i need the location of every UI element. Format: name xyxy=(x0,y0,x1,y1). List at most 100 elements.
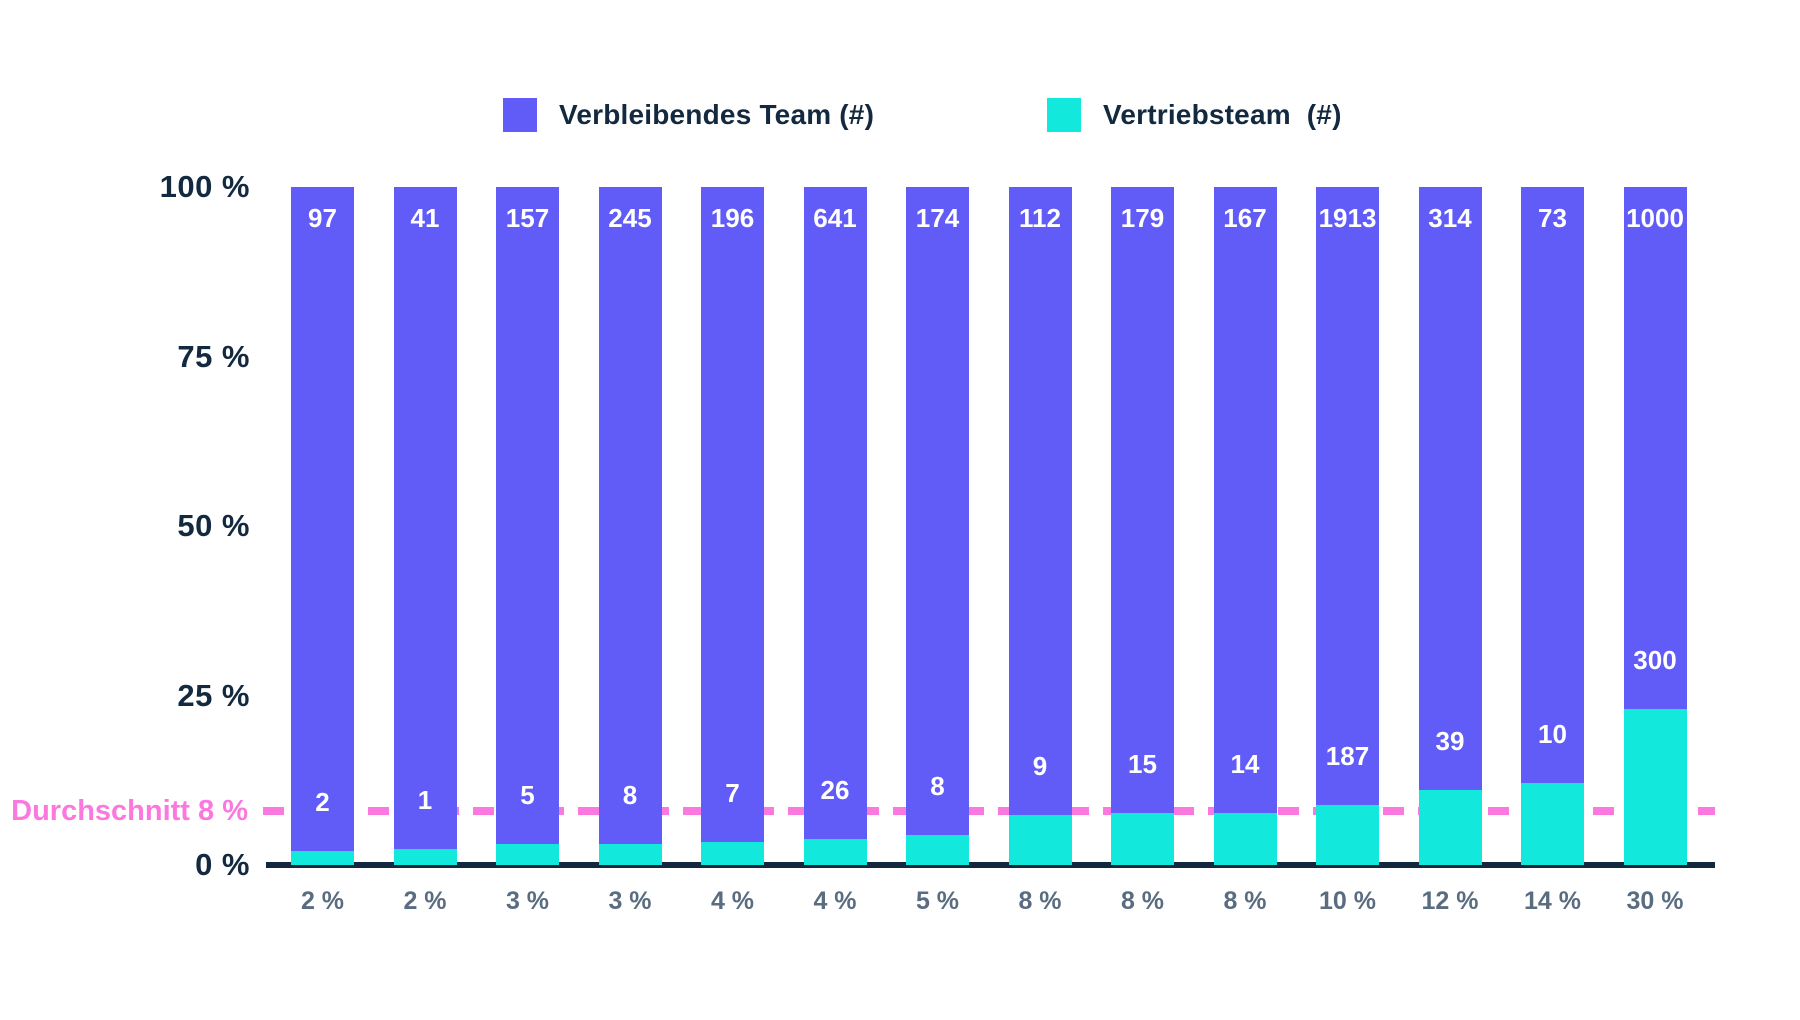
bar-value-remaining-team: 245 xyxy=(608,203,652,233)
bar-value-sales-team: 187 xyxy=(1325,740,1370,771)
bar-value-sales-team: 5 xyxy=(520,780,535,811)
x-tick-label: 14 % xyxy=(1524,887,1581,915)
bar-value-remaining-team: 157 xyxy=(505,203,550,233)
bar-12: 314 39 12 % xyxy=(1418,187,1482,915)
bar-segment-sales-team xyxy=(1111,812,1174,865)
bar-segment-sales-team xyxy=(1008,814,1072,865)
bar-10: 167 14 8 % xyxy=(1213,187,1277,915)
bar-segment-sales-team xyxy=(393,848,457,865)
bar-value-sales-team: 8 xyxy=(930,771,945,802)
x-tick-label: 2 % xyxy=(403,887,447,915)
bar-value-remaining-team: 112 xyxy=(1019,203,1061,233)
bar-value-sales-team: 7 xyxy=(725,777,740,808)
bar-14: 1000 300 30 % xyxy=(1623,187,1687,915)
x-tick-label: 8 % xyxy=(1018,887,1062,915)
legend-swatch-sales-team xyxy=(1047,98,1081,132)
bar-segment-remaining-team xyxy=(598,187,662,844)
x-tick-label: 3 % xyxy=(505,887,550,915)
legend-label-remaining-team: Verbleibendes Team (#) xyxy=(559,99,875,130)
bar-4: 245 8 3 % xyxy=(598,187,662,915)
x-tick-label: 4 % xyxy=(710,887,755,915)
x-tick-label: 12 % xyxy=(1421,887,1479,915)
bar-value-remaining-team: 179 xyxy=(1120,203,1165,233)
bar-value-sales-team: 39 xyxy=(1435,726,1465,757)
bar-value-sales-team: 2 xyxy=(315,787,330,818)
bar-value-sales-team: 9 xyxy=(1032,750,1048,781)
legend-item-sales-team[interactable]: Vertriebsteam (#) xyxy=(1047,98,1342,132)
bar-value-remaining-team: 314 xyxy=(1428,203,1472,233)
bar-value-remaining-team: 167 xyxy=(1223,203,1267,233)
bar-segment-sales-team xyxy=(1316,804,1379,865)
bar-value-remaining-team: 41 xyxy=(410,203,440,233)
bar-value-remaining-team: 1000 xyxy=(1626,203,1684,233)
bar-value-sales-team: 300 xyxy=(1633,644,1677,675)
legend-item-remaining-team[interactable]: Verbleibendes Team (#) xyxy=(503,98,874,132)
x-tick-label: 10 % xyxy=(1319,887,1376,915)
bar-value-remaining-team: 73 xyxy=(1538,203,1567,233)
bar-segment-remaining-team xyxy=(1521,187,1584,784)
bar-value-remaining-team: 97 xyxy=(308,203,337,233)
x-tick-label: 30 % xyxy=(1626,887,1684,915)
x-tick-label: 4 % xyxy=(813,887,857,915)
bar-13: 73 10 14 % xyxy=(1521,187,1584,915)
bar-1: 97 2 2 % xyxy=(291,187,354,915)
bar-segment-sales-team xyxy=(906,835,969,865)
bar-8: 112 9 8 % xyxy=(1008,187,1072,915)
bar-segment-remaining-team xyxy=(1213,187,1277,813)
bar-segment-sales-team xyxy=(291,851,354,865)
bar-value-sales-team: 14 xyxy=(1230,748,1260,779)
bar-value-remaining-team: 641 xyxy=(813,203,857,233)
legend-label-sales-team: Vertriebsteam (#) xyxy=(1103,99,1342,130)
plot-area: 97 2 2 % 41 1 2 % 157 5 3 % 245 8 3 % 196 7 4 % 641 26 4 … xyxy=(263,187,1715,915)
y-tick-label-75: 75 % xyxy=(177,338,250,374)
bar-value-sales-team: 8 xyxy=(622,779,638,810)
bar-segment-remaining-team xyxy=(1316,187,1379,805)
bar-value-sales-team: 10 xyxy=(1538,719,1567,750)
bar-segment-sales-team xyxy=(1213,812,1277,865)
bar-value-sales-team: 15 xyxy=(1128,748,1157,779)
bar-segment-sales-team xyxy=(1521,783,1584,865)
bar-segment-sales-team xyxy=(496,844,559,865)
average-line-label: Durchschnitt 8 % xyxy=(11,794,248,827)
bar-7: 174 8 5 % xyxy=(906,187,969,915)
y-tick-label-0: 0 % xyxy=(195,847,250,882)
bar-segment-remaining-team xyxy=(393,187,457,849)
bar-value-sales-team: 1 xyxy=(417,784,433,815)
x-tick-label: 8 % xyxy=(1120,887,1165,915)
bar-value-sales-team: 26 xyxy=(820,774,850,805)
bar-segment-remaining-team xyxy=(701,187,764,842)
bar-segment-sales-team xyxy=(598,843,662,865)
average-line xyxy=(263,806,1715,815)
y-tick-label-25: 25 % xyxy=(177,677,250,713)
bar-segment-remaining-team xyxy=(1111,187,1174,813)
x-tick-label: 5 % xyxy=(915,887,960,915)
bar-segment-remaining-team xyxy=(1418,187,1482,791)
bar-value-remaining-team: 196 xyxy=(710,203,755,233)
bar-value-remaining-team: 174 xyxy=(915,203,960,233)
bar-segment-remaining-team xyxy=(1008,187,1072,815)
x-tick-label: 3 % xyxy=(608,887,652,915)
bar-segment-sales-team xyxy=(1418,790,1482,865)
x-axis-line xyxy=(266,862,1715,868)
bar-value-remaining-team: 1913 xyxy=(1318,203,1377,233)
bar-5: 196 7 4 % xyxy=(701,187,764,915)
bar-6: 641 26 4 % xyxy=(803,187,867,915)
bar-segment-sales-team xyxy=(1623,708,1687,865)
bar-segment-remaining-team xyxy=(291,187,354,852)
x-tick-label: 8 % xyxy=(1223,887,1267,915)
bar-segment-remaining-team xyxy=(496,187,559,845)
bar-segment-sales-team xyxy=(803,838,867,865)
bar-segment-remaining-team xyxy=(1623,187,1687,709)
bar-2: 41 1 2 % xyxy=(393,187,457,915)
bar-segment-sales-team xyxy=(701,841,764,865)
bar-11: 1913 187 10 % xyxy=(1316,187,1379,915)
y-tick-label-50: 50 % xyxy=(177,508,250,543)
bar-segment-remaining-team xyxy=(803,187,867,839)
x-tick-label: 2 % xyxy=(300,887,345,915)
legend-swatch-remaining-team xyxy=(503,98,537,132)
y-tick-label-100: 100 % xyxy=(159,169,250,204)
bar-9: 179 15 8 % xyxy=(1111,187,1174,915)
bar-3: 157 5 3 % xyxy=(496,187,559,915)
bar-segment-remaining-team xyxy=(906,187,969,836)
